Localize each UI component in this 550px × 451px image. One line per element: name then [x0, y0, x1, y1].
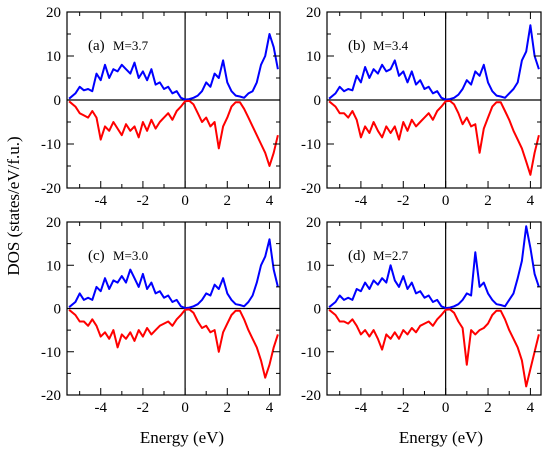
x-tick-label: -2: [137, 193, 150, 209]
panel-tag: (b): [348, 38, 366, 54]
y-tick-label: -10: [41, 345, 61, 361]
y-tick-label: 10: [306, 258, 321, 274]
panel-moment-label: M=3.4: [373, 38, 409, 53]
spin-up-dos-line: [328, 24, 540, 101]
y-tick-label: -10: [301, 137, 321, 153]
y-tick-label: 20: [46, 5, 61, 21]
x-tick-label: 2: [224, 193, 232, 209]
spin-down-dos-line: [328, 308, 540, 388]
x-tick-label: 0: [181, 193, 189, 209]
spin-down-dos-line: [328, 99, 540, 176]
spin-up-dos-line: [68, 238, 279, 310]
x-tick-label: 2: [484, 400, 492, 416]
spin-up-dos-line: [328, 225, 540, 310]
y-tick-label: 20: [306, 215, 321, 231]
spin-down-dos-line: [68, 308, 279, 379]
x-tick-label: 4: [527, 193, 535, 209]
y-tick-label: 10: [306, 49, 321, 65]
x-tick-label: 0: [181, 400, 189, 416]
x-tick-label: -4: [94, 193, 107, 209]
x-tick-label: -4: [355, 193, 368, 209]
panel-moment-label: M=3.7: [113, 38, 149, 53]
x-tick-label: 4: [266, 193, 274, 209]
x-tick-label: 0: [442, 193, 450, 209]
panel-tag: (d): [348, 248, 366, 264]
y-tick-label: 0: [54, 302, 62, 318]
x-tick-label: -2: [137, 400, 150, 416]
panel-moment-label: M=2.7: [373, 248, 409, 263]
y-tick-label: 0: [314, 302, 322, 318]
x-tick-label: 4: [527, 400, 535, 416]
x-tick-label: -4: [94, 400, 107, 416]
x-tick-label: -2: [397, 400, 410, 416]
x-tick-label: -2: [397, 193, 410, 209]
y-tick-label: 10: [46, 49, 61, 65]
y-tick-label: 0: [54, 93, 62, 109]
x-tick-label: 4: [266, 400, 274, 416]
x-axis-title-right: Energy (eV): [399, 428, 483, 447]
y-tick-label: 0: [314, 93, 322, 109]
x-axis-title-left: Energy (eV): [140, 428, 224, 447]
spin-down-dos-line: [68, 99, 279, 167]
x-tick-label: 2: [484, 193, 492, 209]
y-tick-label: -20: [41, 388, 61, 404]
y-tick-label: -20: [301, 388, 321, 404]
y-tick-label: 20: [46, 215, 61, 231]
y-tick-label: -20: [41, 181, 61, 197]
y-tick-label: 10: [46, 258, 61, 274]
x-tick-label: 0: [442, 400, 450, 416]
panel-tag: (c): [88, 248, 105, 264]
x-tick-label: -4: [355, 400, 368, 416]
y-tick-label: -10: [301, 345, 321, 361]
spin-up-dos-line: [68, 33, 279, 101]
x-tick-label: 2: [224, 400, 232, 416]
panel-tag: (a): [88, 38, 105, 54]
y-tick-label: -10: [41, 137, 61, 153]
panel-moment-label: M=3.0: [113, 248, 148, 263]
y-axis-title: DOS (states/eV/f.u.): [4, 136, 23, 275]
y-tick-label: 20: [306, 5, 321, 21]
y-tick-label: -20: [301, 181, 321, 197]
